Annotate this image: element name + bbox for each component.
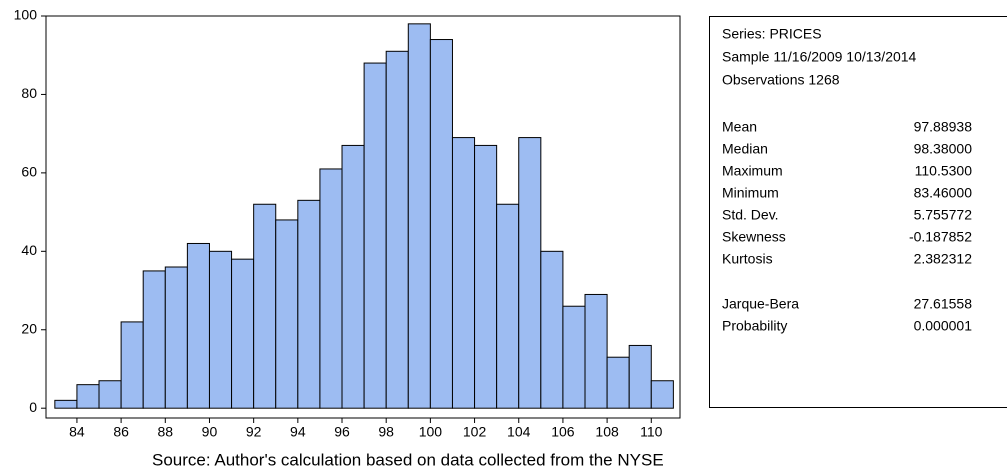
x-tick-label: 86 <box>113 424 129 440</box>
x-tick-label: 102 <box>463 424 487 440</box>
bar <box>186 242 210 409</box>
bar <box>54 399 78 409</box>
stats-box <box>709 16 1007 408</box>
stat-label: Kurtosis <box>722 251 773 267</box>
bar <box>407 23 431 409</box>
bar <box>98 380 122 409</box>
stats-header: Observations 1268 <box>722 72 840 88</box>
stat-label: Maximum <box>722 163 783 179</box>
y-tick-label: 100 <box>14 7 38 23</box>
x-tick-label: 104 <box>507 424 531 440</box>
stat-label: Minimum <box>722 185 779 201</box>
bar <box>142 270 166 409</box>
bar <box>76 384 100 409</box>
stat-value: 83.46000 <box>914 185 973 201</box>
x-tick-label: 90 <box>202 424 218 440</box>
x-tick-label: 110 <box>640 424 663 440</box>
stat-value: 110.5300 <box>915 163 973 179</box>
y-tick-label: 0 <box>29 399 37 415</box>
bar <box>451 137 476 409</box>
stat-label: Probability <box>722 318 787 334</box>
y-tick-label: 40 <box>21 242 37 258</box>
x-tick-label: 96 <box>334 424 350 440</box>
bar <box>164 266 188 409</box>
plot-frame <box>45 15 681 419</box>
bar <box>606 356 630 409</box>
source-note: Source: Author's calculation based on da… <box>152 450 664 469</box>
stat-value: 2.382312 <box>914 251 973 267</box>
bar <box>562 305 586 409</box>
stat-label: Jarque-Bera <box>722 296 799 312</box>
bar <box>275 219 299 409</box>
bar <box>650 380 674 409</box>
x-tick-label: 92 <box>246 424 262 440</box>
bar <box>540 250 564 409</box>
bar <box>231 258 255 409</box>
stat-label: Skewness <box>722 229 786 245</box>
stat-value: 5.755772 <box>914 207 973 223</box>
bar <box>628 344 652 409</box>
x-tick-label: 88 <box>158 424 174 440</box>
stat-value: 98.38000 <box>914 141 973 157</box>
stat-value: 27.61558 <box>914 296 973 312</box>
x-tick-label: 108 <box>595 424 619 440</box>
bar <box>319 168 343 409</box>
bar <box>518 137 542 409</box>
bar <box>120 321 144 409</box>
x-tick-label: 98 <box>378 424 394 440</box>
stat-label: Std. Dev. <box>722 207 779 223</box>
y-tick-label: 20 <box>21 320 37 336</box>
stats-header: Series: PRICES <box>722 26 822 42</box>
stat-label: Mean <box>722 119 757 135</box>
x-tick-label: 106 <box>551 424 575 440</box>
x-tick-label: 94 <box>290 424 306 440</box>
stat-value: 0.000001 <box>914 318 973 334</box>
stat-value: 97.88938 <box>914 119 973 135</box>
bar <box>385 50 409 409</box>
stat-label: Median <box>722 141 768 157</box>
y-tick-label: 60 <box>21 164 37 180</box>
y-tick-label: 80 <box>21 85 37 101</box>
stat-value: -0.187852 <box>909 229 972 245</box>
bar <box>253 203 277 409</box>
x-tick-label: 84 <box>69 424 85 440</box>
bar <box>496 203 520 409</box>
bar <box>474 144 498 409</box>
bar <box>341 144 365 409</box>
stats-header: Sample 11/16/2009 10/13/2014 <box>722 49 917 65</box>
bar <box>584 293 608 409</box>
bar <box>363 62 387 409</box>
bar <box>429 39 453 409</box>
bar <box>297 199 321 409</box>
bar <box>208 250 233 409</box>
x-tick-label: 100 <box>419 424 443 440</box>
